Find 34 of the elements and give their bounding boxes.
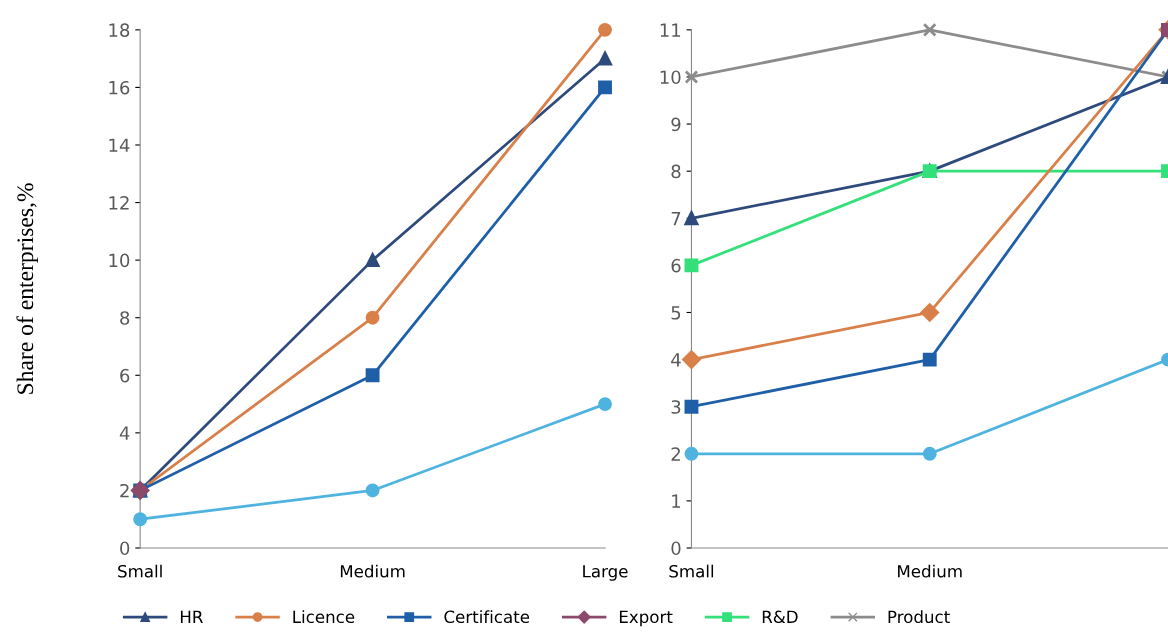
y-tick-label: 8	[671, 164, 681, 179]
y-tick-label: 14	[109, 138, 130, 152]
y-tick-label: 11	[660, 23, 681, 37]
legend-label: HR	[180, 610, 203, 623]
x-tick-label: Large	[583, 565, 628, 581]
y-tick-label: 6	[120, 368, 130, 383]
y-tick-label: 5	[671, 306, 681, 320]
legend-label: R&D	[762, 610, 798, 624]
y-tick-label: 18	[109, 23, 130, 37]
x-tick-label: Medium	[340, 564, 405, 578]
y-tick-label: 3	[671, 400, 681, 414]
legend-label: Export	[619, 610, 673, 627]
y-tick-label: 4	[671, 353, 681, 367]
y-tick-label: 8	[120, 311, 130, 325]
y-tick-label: 4	[119, 426, 130, 440]
y-tick-label: 16	[109, 80, 130, 95]
y-tick-label: 1	[672, 494, 681, 508]
y-tick-label: 6	[671, 258, 681, 273]
y-tick-label: 2	[671, 447, 680, 461]
y-tick-label: 10	[660, 70, 681, 85]
y-axis-title: Share of enterprises,%	[16, 183, 39, 394]
y-tick-label: 10	[109, 253, 130, 268]
legend-label: Licence	[293, 610, 355, 624]
y-tick-label: 0	[671, 541, 681, 556]
legend-label: Product	[888, 610, 950, 624]
y-tick-label: 7	[671, 211, 681, 226]
x-tick-label: Small	[669, 564, 714, 578]
y-tick-label: 0	[120, 541, 130, 556]
legend-label: Certificate	[444, 610, 530, 624]
x-tick-label: Small	[118, 564, 162, 578]
y-tick-label: 12	[109, 196, 129, 210]
x-tick-label: Medium	[898, 564, 962, 578]
y-tick-label: 9	[671, 117, 681, 132]
y-tick-label: 2	[120, 483, 129, 498]
